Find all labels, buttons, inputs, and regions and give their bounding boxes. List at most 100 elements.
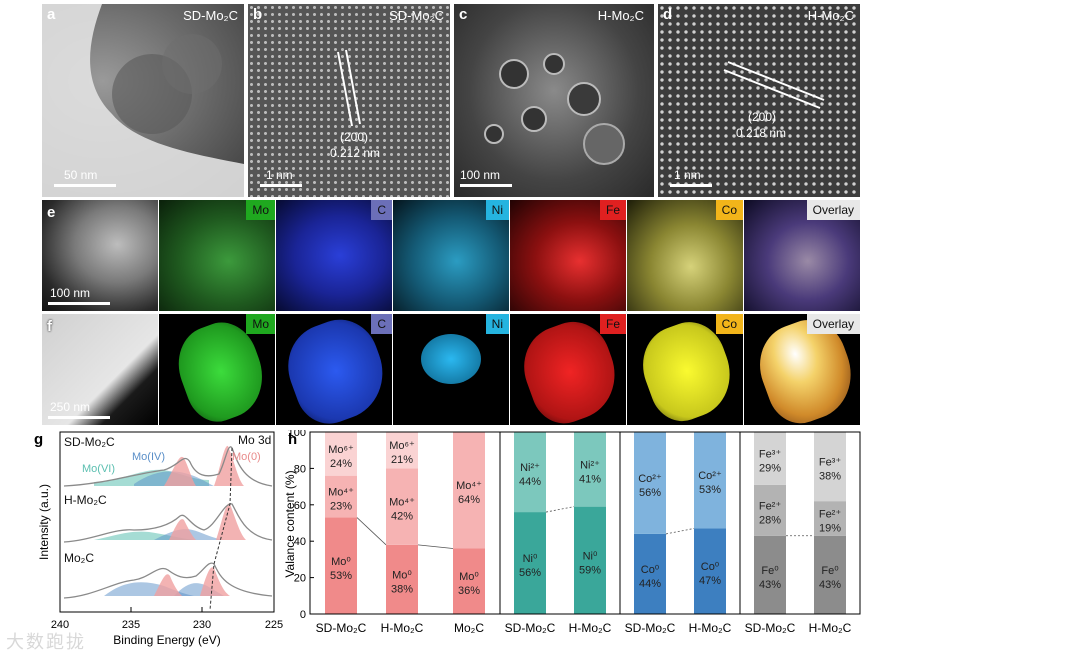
scale-text-f: 250 nm [50,400,91,414]
tem-panel-a: a SD-Mo₂C 50 nm [42,4,244,197]
xps-tick-230: 230 [193,619,211,631]
segment-value-label: 23% [330,501,352,513]
segment-value-label: 59% [579,564,601,576]
scale-bar-f [48,416,110,419]
segment-species-label: Ni²⁺ [580,459,600,471]
xps-mo2c-mo0-peak-1 [154,574,182,596]
scale-bar-b [260,184,302,187]
segment-species-label: Mo⁴⁺ [389,497,415,509]
particle-ni [421,334,481,384]
plane-label-b: (200) [340,130,369,144]
scale-bar-d [670,184,712,187]
map-tile-e-overlay: Overlay [744,200,860,311]
panel-letter-h: h [288,431,297,448]
segment-value-label: 56% [519,567,541,579]
bar-segment [514,432,546,513]
chart-y-label: Valance content (%) [283,470,297,577]
xps-h-mo0-peak-1 [169,519,196,540]
segment-value-label: 53% [699,484,721,496]
bar-segment [325,432,357,476]
segment-value-label: 38% [819,471,841,483]
xps-label-mo0: Mo(0) [232,451,261,463]
xps-sample-sd: SD-Mo₂C [64,435,115,449]
map-tag-f-c: C [371,314,392,334]
spacing-label-d: 0.218 nm [736,126,787,140]
panel-letter-a: a [47,6,56,23]
xps-x-label: Binding Energy (eV) [113,633,220,647]
segment-value-label: 38% [391,583,413,595]
sample-label-c: H-Mo₂C [597,8,644,23]
map-tile-e-ni: Ni [393,200,509,311]
map-tag-f-co: Co [715,314,743,334]
watermark-text: 大数跑拢 [6,632,86,652]
sample-label-a: SD-Mo₂C [183,8,238,23]
panel-letter-c: c [459,6,468,23]
tem-panel-d: d H-Mo₂C (200) 0.218 nm 1 nm [658,4,860,197]
segment-connector [417,544,454,549]
segment-species-label: Ni²⁺ [520,462,540,474]
segment-species-label: Mo⁶⁺ [328,444,354,456]
segment-value-label: 19% [819,522,841,534]
bar-segment [325,517,357,614]
panel-letter-b: b [253,6,263,23]
spacing-label-b: 0.212 nm [330,146,381,160]
segment-species-label: Mo⁰ [331,556,351,568]
bar-segment [325,475,357,518]
lattice-lines-d [723,61,825,109]
segment-species-label: Co⁰ [641,564,660,576]
xps-y-label: Intensity (a.u.) [37,484,51,560]
xps-shift-line [209,447,233,611]
segment-value-label: 41% [579,473,601,485]
xps-region-title: Mo 3d [238,433,271,447]
map-tag-e-co: Co [715,200,743,220]
map-tile-f-ni: Ni [393,314,509,425]
segment-value-label: 29% [759,462,781,474]
segment-species-label: Mo⁶⁺ [389,440,415,452]
map-tile-f-c: C [276,314,392,425]
segment-value-label: 44% [519,476,541,488]
segment-value-label: 44% [639,578,661,590]
map-tile-e-co: Co [627,200,743,311]
xps-sd-mo0-peak-1 [164,456,196,486]
bar-segment [814,501,846,536]
segment-species-label: Fe⁰ [761,565,779,577]
x-category-label: H-Mo₂C [689,621,732,635]
scale-text-b: 1 nm [266,168,293,182]
chart-y-ticks: 0 20 40 60 80 100 [288,430,314,621]
panel-letter-d: d [663,6,673,23]
xps-mo2c-envelope [63,562,273,599]
bar-segment [574,432,606,507]
xps-h-mo0-peak-2 [216,503,246,540]
segment-species-label: Fe³⁺ [819,457,842,469]
segment-value-label: 64% [458,494,480,506]
segment-species-label: Mo⁰ [459,571,479,583]
bar-segment [453,432,485,549]
xps-x-ticks [59,607,275,612]
x-category-label: Mo₂C [454,621,484,635]
x-category-label: H-Mo₂C [381,621,424,635]
segment-connector [665,528,695,535]
xps-sd-envelope [63,446,273,487]
xps-sample-mo2c: Mo₂C [64,551,94,565]
scale-bar-e [48,302,110,305]
scale-text-e: 100 nm [50,286,91,300]
x-category-label: SD-Mo₂C [625,621,676,635]
bar-segment [514,512,546,614]
xps-mo2c-mo0-peak-2 [200,567,230,596]
panel-letter-g: g [34,431,43,448]
map-tile-f-co: Co [627,314,743,425]
xps-panel-g: g SD-Mo₂C H-Mo₂C Mo₂C Mo 3d Mo(VI) Mo(IV… [34,431,283,647]
panel-letter-e: e [47,204,56,221]
y-tick-label: 0 [300,609,306,621]
map-tag-f-overlay: Overlay [806,314,860,334]
map-tile-f-fe: Fe [510,314,626,425]
bar-segment [634,533,666,614]
y-tick-label: 40 [294,536,306,548]
segment-connector [545,506,575,513]
bar-segment [694,432,726,529]
xps-label-mo-iv: Mo(IV) [132,451,165,463]
sample-label-d: H-Mo₂C [807,8,854,23]
map-tag-f-ni: Ni [485,314,509,334]
segment-species-label: Fe³⁺ [759,448,782,460]
segment-species-label: Fe²⁺ [819,508,842,520]
